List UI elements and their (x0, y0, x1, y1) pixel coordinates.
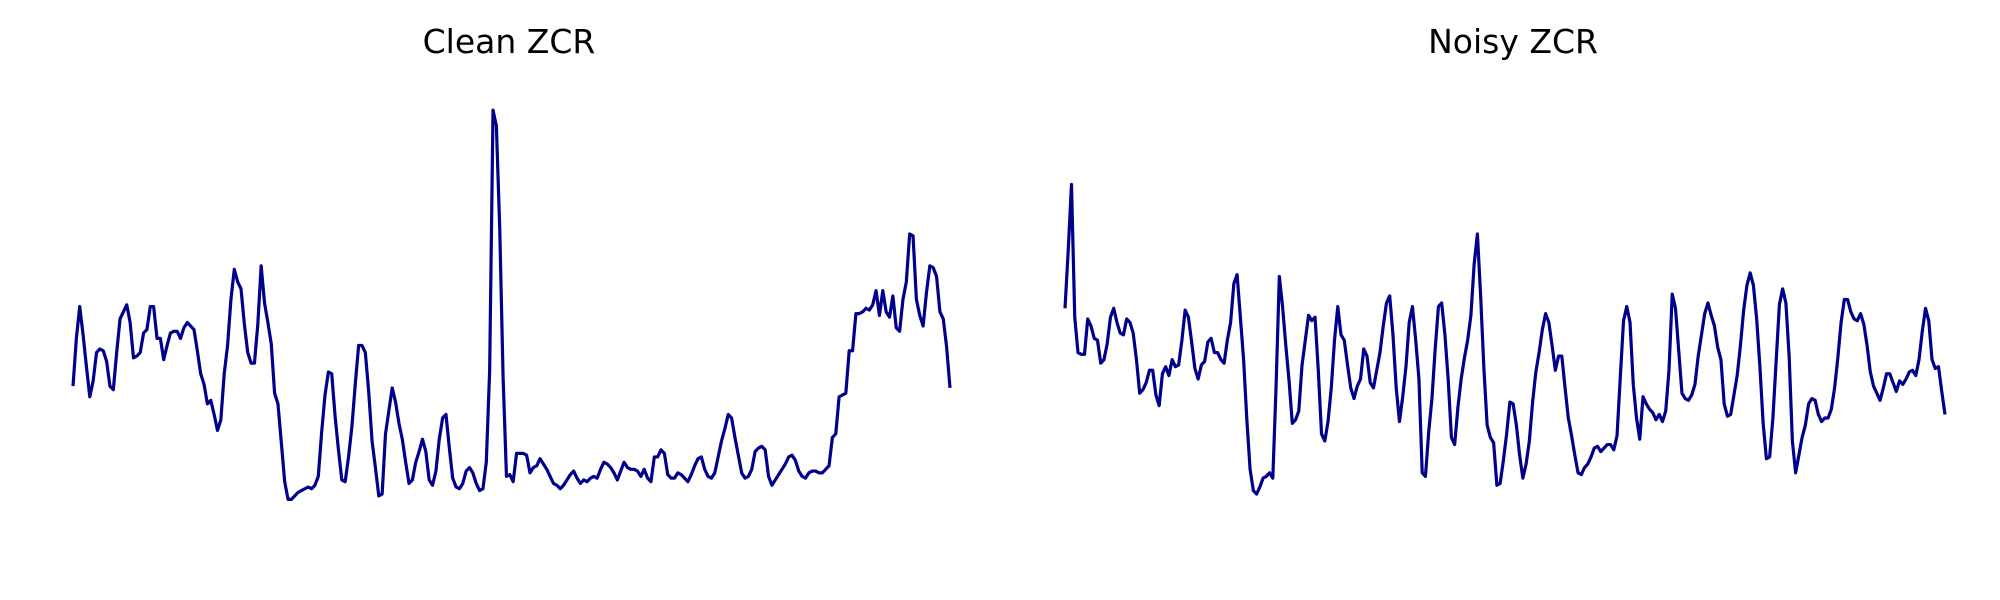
chart-panel-noisy-zcr: Noisy ZCR (1000, 0, 2000, 600)
chart-panel-clean-zcr: Clean ZCR (71, 22, 952, 501)
plot-area (1063, 182, 1947, 496)
chart-title: Clean ZCR (422, 22, 596, 61)
plot-area (71, 108, 952, 501)
series-line (1063, 182, 1947, 496)
chart-title: Noisy ZCR (1428, 22, 1598, 61)
series-line (71, 108, 952, 501)
